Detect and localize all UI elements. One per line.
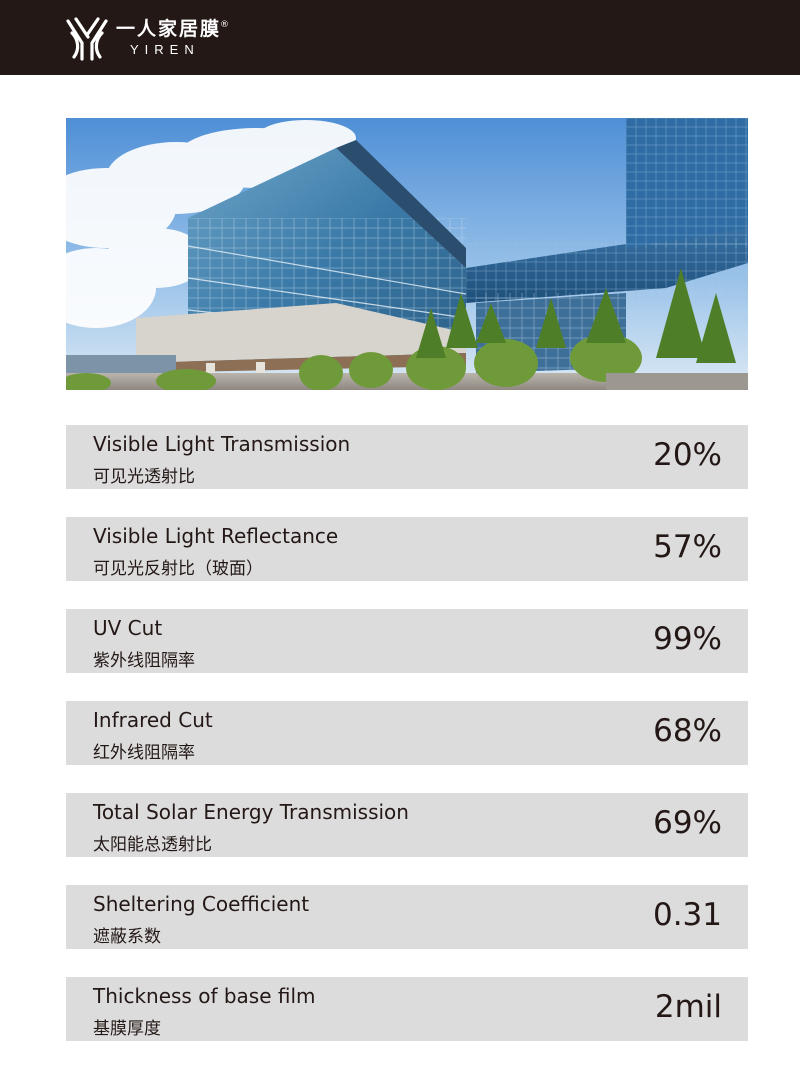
- spec-label-en: Total Solar Energy Transmission: [93, 800, 409, 824]
- spec-label-en: Visible Light Transmission: [93, 432, 351, 456]
- spec-row-uv-cut: UV Cut 紫外线阻隔率 99%: [66, 609, 748, 673]
- spec-row-base-film-thickness: Thickness of base film 基膜厚度 2mil: [66, 977, 748, 1041]
- spec-value: 20%: [653, 437, 722, 473]
- spec-label-cn: 遮蔽系数: [93, 927, 161, 947]
- spec-row-visible-light-reflectance: Visible Light Reflectance 可见光反射比（玻面） 57%: [66, 517, 748, 581]
- brand-logo[interactable]: 一人家居膜 ® YIREN: [64, 12, 229, 64]
- spec-value: 68%: [653, 713, 722, 749]
- spec-label-cn: 可见光反射比（玻面）: [93, 559, 263, 579]
- header-bar: 一人家居膜 ® YIREN: [0, 0, 800, 75]
- spec-value: 2mil: [654, 989, 722, 1025]
- spec-label-en: Thickness of base film: [93, 984, 316, 1008]
- hero-photo: [66, 118, 748, 390]
- spec-row-sheltering-coefficient: Sheltering Coefficient 遮蔽系数 0.31: [66, 885, 748, 949]
- spec-value: 69%: [653, 805, 722, 841]
- spec-value: 99%: [653, 621, 722, 657]
- brand-name-cn: 一人家居膜 ®: [116, 18, 229, 40]
- spec-label-cn: 太阳能总透射比: [93, 835, 212, 855]
- spec-label-en: UV Cut: [93, 616, 163, 640]
- spec-value: 0.31: [652, 897, 722, 933]
- brand-name-en: YIREN: [130, 42, 200, 57]
- glass-building-photo-icon: [66, 118, 748, 390]
- spec-row-total-solar-energy-transmission: Total Solar Energy Transmission 太阳能总透射比 …: [66, 793, 748, 857]
- spec-label-en: Sheltering Coefficient: [93, 892, 310, 916]
- spec-row-visible-light-transmission: Visible Light Transmission 可见光透射比 20%: [66, 425, 748, 489]
- spec-label-en: Visible Light Reflectance: [93, 524, 339, 548]
- spec-label-cn: 紫外线阻隔率: [93, 651, 195, 671]
- yiren-logo-icon: [66, 17, 108, 61]
- spec-value: 57%: [653, 529, 722, 565]
- spec-label-cn: 基膜厚度: [93, 1019, 161, 1039]
- spec-label-cn: 红外线阻隔率: [93, 743, 195, 763]
- spec-label-en: Infrared Cut: [93, 708, 213, 732]
- spec-row-infrared-cut: Infrared Cut 红外线阻隔率 68%: [66, 701, 748, 765]
- spec-label-cn: 可见光透射比: [93, 467, 195, 487]
- brand-text: 一人家居膜 ® YIREN: [116, 18, 229, 58]
- brand-name-cn-text: 一人家居膜: [116, 18, 222, 40]
- registered-mark: ®: [220, 20, 232, 30]
- spec-table: Visible Light Transmission 可见光透射比 20% Vi…: [66, 425, 748, 1069]
